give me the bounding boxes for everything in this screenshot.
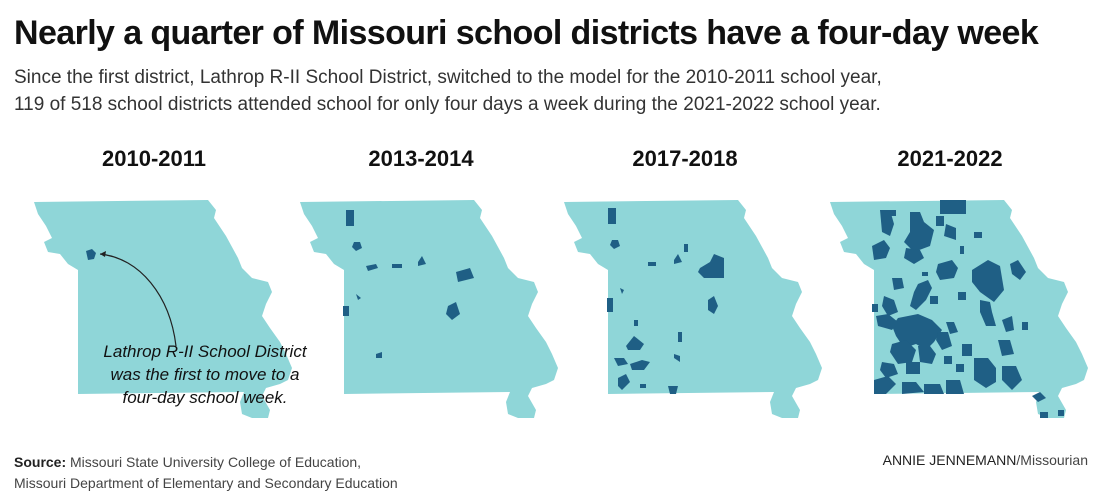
map-2010-2011 bbox=[34, 200, 292, 418]
annotation-arrow-line bbox=[99, 253, 177, 347]
chart-title: Nearly a quarter of Missouri school dist… bbox=[14, 14, 1039, 52]
subtitle-line-1: Since the first district, Lathrop R-II S… bbox=[14, 67, 882, 88]
annotation-arrowhead-icon bbox=[100, 251, 106, 257]
panel-label-2010-2011: 2010-2011 bbox=[102, 146, 206, 171]
subtitle-line-2: 119 of 518 school districts attended sch… bbox=[14, 94, 881, 115]
lathrop-annotation: Lathrop R-II School District was the fir… bbox=[70, 340, 340, 409]
map-2013-2014 bbox=[300, 200, 558, 418]
source-note: Source: Missouri State University Colleg… bbox=[14, 452, 398, 494]
map-2017-2018 bbox=[564, 200, 822, 418]
annotation-line-1: Lathrop R-II School District bbox=[103, 342, 307, 361]
chart-subtitle: Since the first district, Lathrop R-II S… bbox=[14, 64, 882, 118]
panel-label-2013-2014: 2013-2014 bbox=[368, 146, 474, 171]
lathrop-district bbox=[86, 249, 96, 260]
source-label: Source: bbox=[14, 454, 67, 470]
annotation-line-3: four-day school week. bbox=[122, 388, 288, 407]
source-line-2: Missouri Department of Elementary and Se… bbox=[14, 475, 398, 491]
map-2021-2022 bbox=[830, 200, 1088, 418]
credit-name: ANNIE JENNEMANN bbox=[882, 452, 1017, 468]
panel-label-2017-2018: 2017-2018 bbox=[632, 146, 738, 171]
credit-outlet: /Missourian bbox=[1016, 452, 1088, 468]
annotation-line-2: was the first to move to a bbox=[110, 365, 300, 384]
panel-label-2021-2022: 2021-2022 bbox=[897, 146, 1003, 171]
byline-credit: ANNIE JENNEMANN/Missourian bbox=[883, 452, 1088, 468]
source-line-1: Missouri State University College of Edu… bbox=[70, 454, 362, 470]
